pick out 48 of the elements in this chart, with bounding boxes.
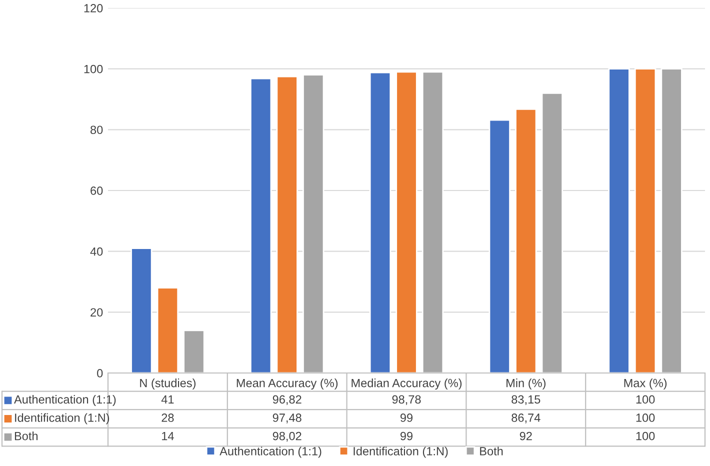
legend-label: Identification (1:N) [15,413,110,424]
bar [396,71,418,373]
data-label: 41 [161,395,174,404]
legend-label: Authentication (1:1) [14,394,116,406]
bar [276,76,298,373]
data-label: 86,74 [512,414,540,424]
y-tick-label: 60 [90,186,103,195]
data-label: 14 [162,432,174,440]
x-tick-label: Median Accuracy (%) [352,378,462,390]
bar [660,68,682,373]
text: Identification (1:N) [354,446,448,458]
x-tick-label: Min (%) [506,378,546,390]
data-label: 96,82 [272,395,302,406]
data-label: 100 [636,432,655,440]
x-tick-label: N (studies) [140,378,196,390]
bar [130,248,152,373]
x-tick-label: Max (%) [624,378,667,390]
bar [369,72,392,373]
bar [515,108,537,373]
data-label: 83,15 [512,395,540,406]
bar [634,68,656,373]
bar [250,78,272,373]
data-label: 98,78 [392,395,421,406]
bar [422,71,444,373]
y-tick-label: 20 [90,308,103,317]
y-tick-label: 0 [97,369,103,378]
y-tick-label: 80 [90,126,103,134]
data-label: 100 [636,414,655,422]
data-label: 92 [520,432,532,440]
data-label: 99 [400,414,413,422]
data-label: 99 [400,432,413,440]
bar [488,119,510,373]
legend-label: Both [480,446,503,456]
y-tick-label: 100 [84,64,103,74]
bar [183,330,205,373]
y-tick-label: 40 [90,247,103,256]
bar [156,287,179,373]
data-label: 97,48 [272,414,302,424]
x-tick-label: Mean Accuracy (%) [236,378,338,390]
data-label: 98,02 [272,432,302,442]
text: Authentication (1:1) [220,446,322,458]
bar [302,74,324,373]
bar [541,92,564,373]
y-tick-label: 120 [84,4,103,12]
bar [608,68,630,373]
data-label: 100 [636,395,655,404]
text: Both [14,432,38,440]
data-label: 28 [162,414,174,422]
